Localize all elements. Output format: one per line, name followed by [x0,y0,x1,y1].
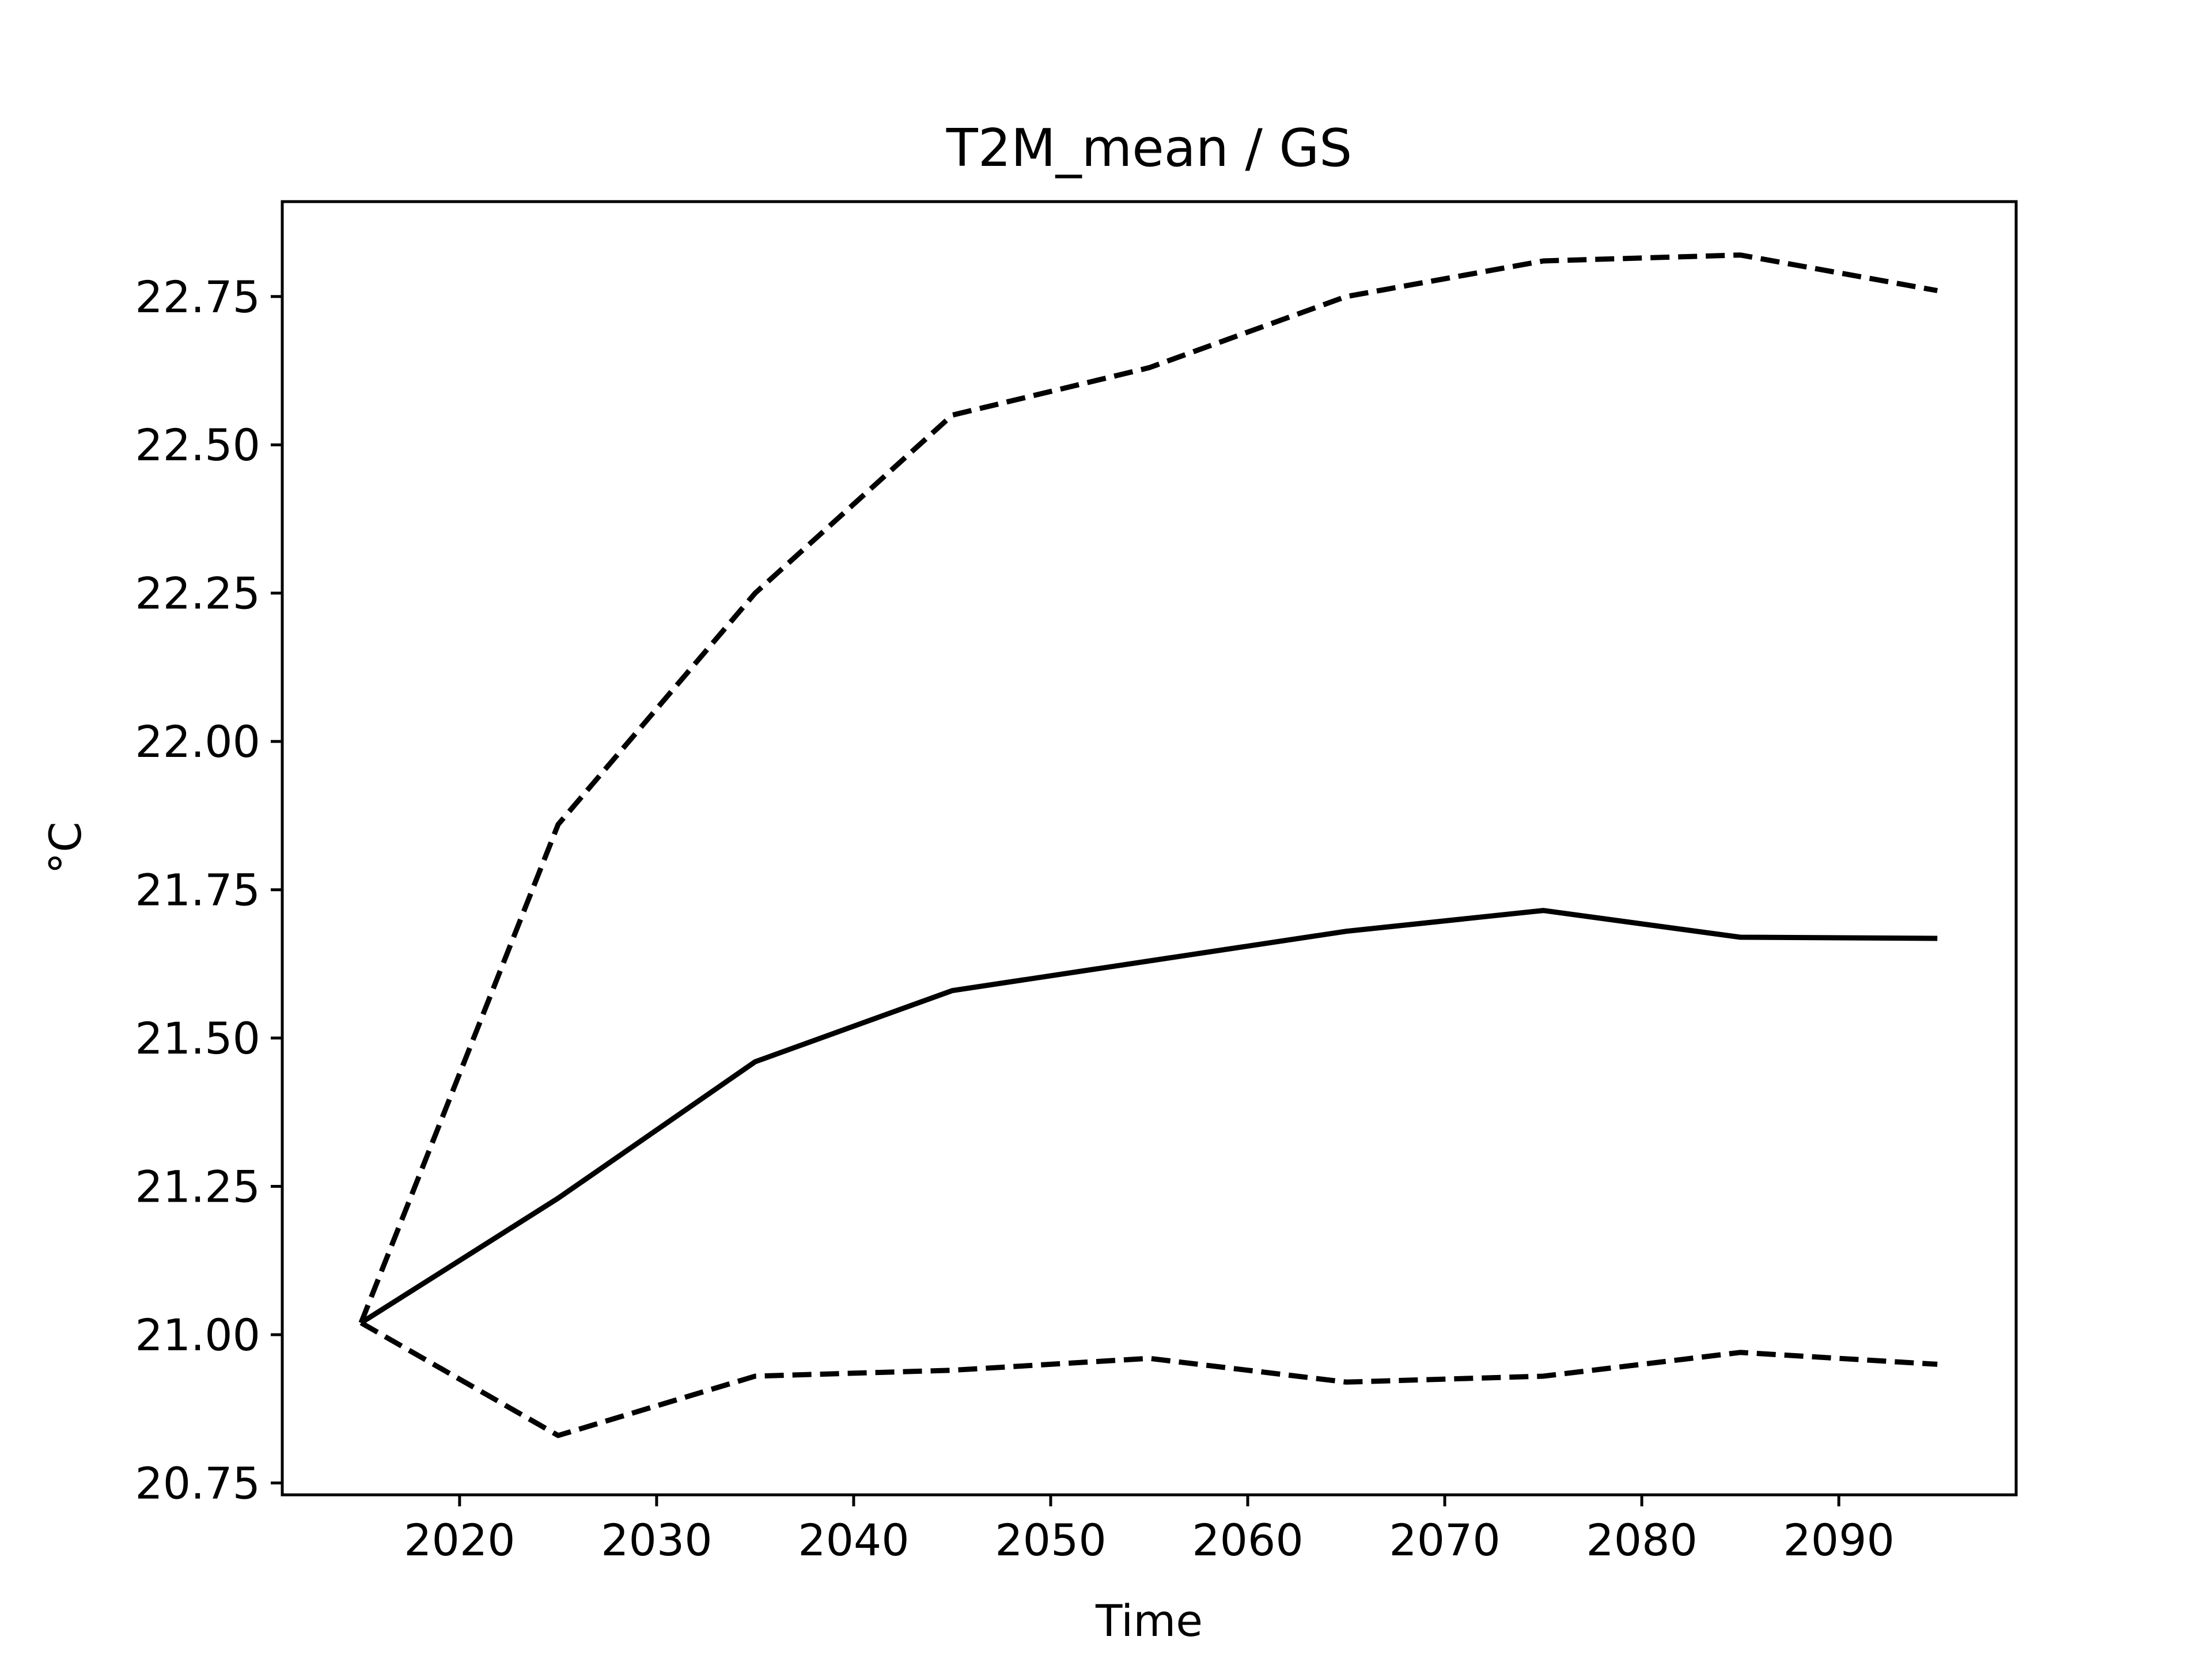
x-axis-label: Time [1095,1595,1203,1646]
chart-title: T2M_mean / GS [946,118,1353,179]
dashed-series-line-2 [358,252,1938,1324]
dashed-series-line-3 [359,1320,1938,1438]
x-tick-label: 2050 [995,1514,1106,1566]
x-axis: 2020 2030 2040 2050 2060 2070 2080 2090 [404,1495,1895,1566]
x-tick-label: 2040 [798,1514,909,1566]
y-tick-label: 22.50 [135,419,260,471]
x-tick-label: 2060 [1192,1514,1303,1566]
y-axis: 20.75 21.00 21.25 21.50 21.75 22.00 22.25 22.50… [135,271,282,1509]
y-tick-label: 21.50 [135,1013,260,1064]
y-tick-label: 20.75 [135,1457,260,1509]
x-tick-label: 2090 [1783,1514,1894,1566]
y-tick-label: 21.00 [135,1309,260,1361]
solid-series-line-1 [359,908,1938,1325]
plot-area-frame [281,200,2018,1497]
series-layer [358,252,1938,1438]
y-tick-label: 21.25 [135,1161,260,1212]
x-tick-label: 2080 [1586,1514,1697,1566]
y-tick-label: 22.00 [135,716,260,767]
x-tick-label: 2020 [404,1514,515,1566]
y-axis-label: °C [40,821,91,874]
y-tick-label: 22.25 [135,568,260,619]
x-tick-label: 2030 [601,1514,712,1566]
y-tick-label: 21.75 [135,865,260,916]
x-tick-label: 2070 [1389,1514,1500,1566]
y-tick-label: 22.75 [135,271,260,323]
